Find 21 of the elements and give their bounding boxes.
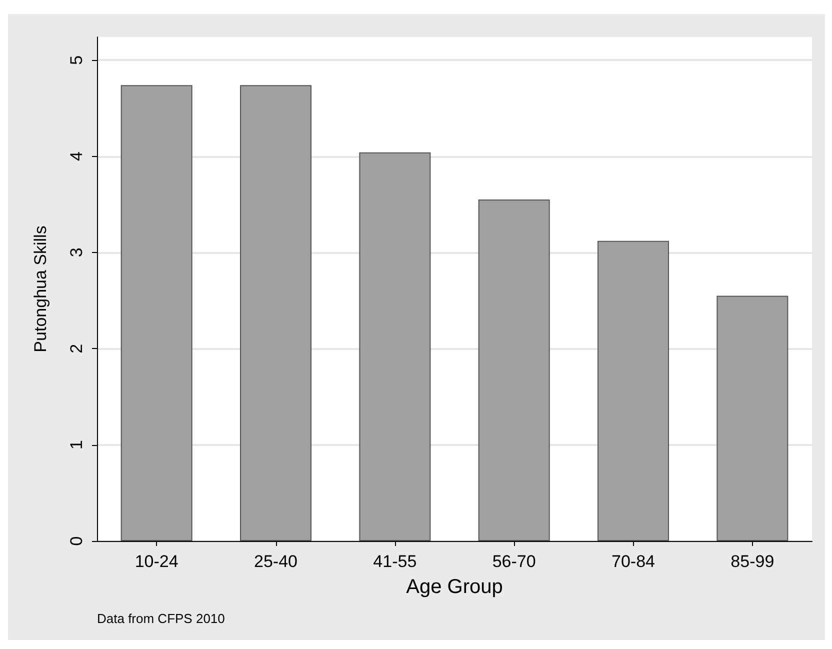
x-tick-label: 70-84 bbox=[612, 552, 655, 571]
bar bbox=[598, 240, 669, 541]
y-tick-label: 5 bbox=[67, 55, 86, 65]
x-tick-label: 41-55 bbox=[373, 552, 417, 571]
bar bbox=[240, 85, 312, 541]
y-tick-label: 2 bbox=[67, 344, 86, 354]
text: Data from CFPS 2010 bbox=[97, 611, 225, 626]
y-tick-label: 4 bbox=[67, 152, 86, 161]
bar bbox=[478, 200, 550, 541]
x-axis-title: Age Group bbox=[406, 576, 503, 598]
bar bbox=[716, 296, 788, 541]
bar bbox=[359, 152, 431, 541]
y-axis-title: Putonghua Skills bbox=[31, 226, 50, 352]
x-tick-label: 56-70 bbox=[492, 552, 536, 571]
x-tick-label: 25-40 bbox=[254, 552, 298, 571]
x-tick-label: 10-24 bbox=[134, 552, 178, 571]
bar bbox=[120, 85, 192, 541]
y-tick-label: 0 bbox=[67, 536, 86, 546]
y-tick-label: 3 bbox=[67, 248, 86, 258]
y-tick-label: 1 bbox=[67, 440, 86, 450]
x-tick-label: 85-99 bbox=[730, 552, 774, 571]
